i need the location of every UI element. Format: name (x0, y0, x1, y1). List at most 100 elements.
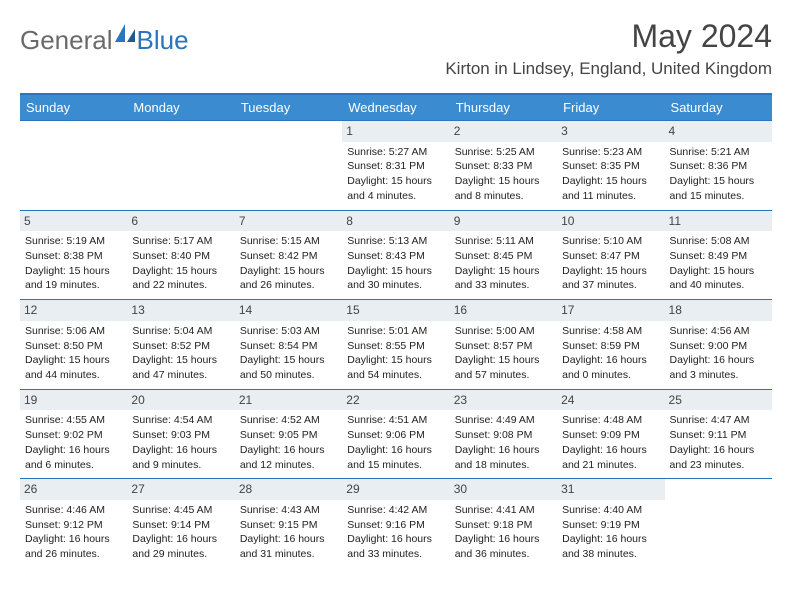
day-of-week-header: SundayMondayTuesdayWednesdayThursdayFrid… (20, 95, 772, 120)
day-line: Sunrise: 4:52 AM (240, 413, 337, 428)
day-line: Sunset: 9:00 PM (670, 339, 767, 354)
day-cell: 20Sunrise: 4:54 AMSunset: 9:03 PMDayligh… (127, 390, 234, 479)
day-line: Daylight: 15 hours (455, 174, 552, 189)
day-number: 14 (235, 300, 342, 321)
day-line: and 9 minutes. (132, 458, 229, 473)
day-line: Sunrise: 5:15 AM (240, 234, 337, 249)
day-line: Sunrise: 5:21 AM (670, 145, 767, 160)
day-line: and 18 minutes. (455, 458, 552, 473)
week-row: 19Sunrise: 4:55 AMSunset: 9:02 PMDayligh… (20, 389, 772, 479)
day-line: Daylight: 16 hours (455, 443, 552, 458)
day-line: Sunrise: 4:40 AM (562, 503, 659, 518)
day-line: Sunrise: 5:00 AM (455, 324, 552, 339)
day-cell: 3Sunrise: 5:23 AMSunset: 8:35 PMDaylight… (557, 121, 664, 210)
day-line: Sunrise: 5:08 AM (670, 234, 767, 249)
day-line: and 57 minutes. (455, 368, 552, 383)
day-cell: 23Sunrise: 4:49 AMSunset: 9:08 PMDayligh… (450, 390, 557, 479)
day-line: Sunrise: 5:04 AM (132, 324, 229, 339)
day-line: Daylight: 15 hours (25, 353, 122, 368)
day-number: 18 (665, 300, 772, 321)
day-line: Sunrise: 4:46 AM (25, 503, 122, 518)
day-line: and 40 minutes. (670, 278, 767, 293)
day-cell: 8Sunrise: 5:13 AMSunset: 8:43 PMDaylight… (342, 211, 449, 300)
day-line: Sunset: 9:15 PM (240, 518, 337, 533)
day-line: and 37 minutes. (562, 278, 659, 293)
day-line: Daylight: 15 hours (25, 264, 122, 279)
day-cell: 15Sunrise: 5:01 AMSunset: 8:55 PMDayligh… (342, 300, 449, 389)
day-cell: 25Sunrise: 4:47 AMSunset: 9:11 PMDayligh… (665, 390, 772, 479)
day-line: and 47 minutes. (132, 368, 229, 383)
day-line: Sunset: 8:43 PM (347, 249, 444, 264)
day-line: Daylight: 15 hours (455, 353, 552, 368)
day-cell: 4Sunrise: 5:21 AMSunset: 8:36 PMDaylight… (665, 121, 772, 210)
day-number: 7 (235, 211, 342, 232)
day-cell-empty (20, 121, 127, 210)
day-number: 1 (342, 121, 449, 142)
day-line: Sunset: 9:14 PM (132, 518, 229, 533)
dow-tuesday: Tuesday (235, 95, 342, 120)
day-line: Sunset: 8:38 PM (25, 249, 122, 264)
day-line: and 29 minutes. (132, 547, 229, 562)
day-line: Sunset: 8:45 PM (455, 249, 552, 264)
day-number: 24 (557, 390, 664, 411)
day-cell: 13Sunrise: 5:04 AMSunset: 8:52 PMDayligh… (127, 300, 234, 389)
day-line: Daylight: 16 hours (240, 443, 337, 458)
day-line: Sunrise: 5:10 AM (562, 234, 659, 249)
day-line: Sunset: 9:02 PM (25, 428, 122, 443)
day-line: and 23 minutes. (670, 458, 767, 473)
day-line: and 44 minutes. (25, 368, 122, 383)
day-number: 23 (450, 390, 557, 411)
title-block: May 2024 Kirton in Lindsey, England, Uni… (445, 18, 772, 79)
day-line: Daylight: 16 hours (347, 532, 444, 547)
day-cell: 12Sunrise: 5:06 AMSunset: 8:50 PMDayligh… (20, 300, 127, 389)
day-number: 16 (450, 300, 557, 321)
day-cell: 26Sunrise: 4:46 AMSunset: 9:12 PMDayligh… (20, 479, 127, 568)
day-line: and 12 minutes. (240, 458, 337, 473)
calendar: SundayMondayTuesdayWednesdayThursdayFrid… (20, 93, 772, 568)
day-line: Daylight: 15 hours (562, 264, 659, 279)
day-line: Sunset: 9:03 PM (132, 428, 229, 443)
location-subtitle: Kirton in Lindsey, England, United Kingd… (445, 59, 772, 79)
day-line: Sunrise: 4:56 AM (670, 324, 767, 339)
day-line: Sunset: 8:40 PM (132, 249, 229, 264)
day-line: Daylight: 16 hours (25, 443, 122, 458)
day-line: Daylight: 15 hours (132, 264, 229, 279)
day-line: Sunset: 9:06 PM (347, 428, 444, 443)
day-line: Daylight: 16 hours (562, 353, 659, 368)
day-line: Daylight: 15 hours (455, 264, 552, 279)
day-line: and 54 minutes. (347, 368, 444, 383)
day-line: Sunrise: 4:49 AM (455, 413, 552, 428)
day-cell: 5Sunrise: 5:19 AMSunset: 8:38 PMDaylight… (20, 211, 127, 300)
day-cell: 30Sunrise: 4:41 AMSunset: 9:18 PMDayligh… (450, 479, 557, 568)
day-line: Sunrise: 4:41 AM (455, 503, 552, 518)
day-cell: 22Sunrise: 4:51 AMSunset: 9:06 PMDayligh… (342, 390, 449, 479)
day-line: and 21 minutes. (562, 458, 659, 473)
day-cell: 2Sunrise: 5:25 AMSunset: 8:33 PMDaylight… (450, 121, 557, 210)
day-line: and 38 minutes. (562, 547, 659, 562)
day-line: Sunset: 9:19 PM (562, 518, 659, 533)
day-number: 6 (127, 211, 234, 232)
day-number: 10 (557, 211, 664, 232)
day-number: 4 (665, 121, 772, 142)
day-line: Sunrise: 4:48 AM (562, 413, 659, 428)
day-line: Sunset: 8:42 PM (240, 249, 337, 264)
day-cell: 1Sunrise: 5:27 AMSunset: 8:31 PMDaylight… (342, 121, 449, 210)
day-line: Sunrise: 5:01 AM (347, 324, 444, 339)
day-number: 9 (450, 211, 557, 232)
day-number: 30 (450, 479, 557, 500)
day-line: Sunrise: 4:45 AM (132, 503, 229, 518)
day-cell: 6Sunrise: 5:17 AMSunset: 8:40 PMDaylight… (127, 211, 234, 300)
day-number: 2 (450, 121, 557, 142)
day-line: Sunrise: 5:13 AM (347, 234, 444, 249)
day-line: Sunrise: 4:51 AM (347, 413, 444, 428)
day-cell: 17Sunrise: 4:58 AMSunset: 8:59 PMDayligh… (557, 300, 664, 389)
day-cell: 14Sunrise: 5:03 AMSunset: 8:54 PMDayligh… (235, 300, 342, 389)
logo-sail-icon (115, 24, 137, 47)
day-line: Daylight: 15 hours (240, 264, 337, 279)
day-line: Sunset: 9:05 PM (240, 428, 337, 443)
day-line: Sunrise: 5:27 AM (347, 145, 444, 160)
day-line: and 26 minutes. (240, 278, 337, 293)
day-line: Sunset: 8:54 PM (240, 339, 337, 354)
day-cell: 28Sunrise: 4:43 AMSunset: 9:15 PMDayligh… (235, 479, 342, 568)
day-number: 13 (127, 300, 234, 321)
